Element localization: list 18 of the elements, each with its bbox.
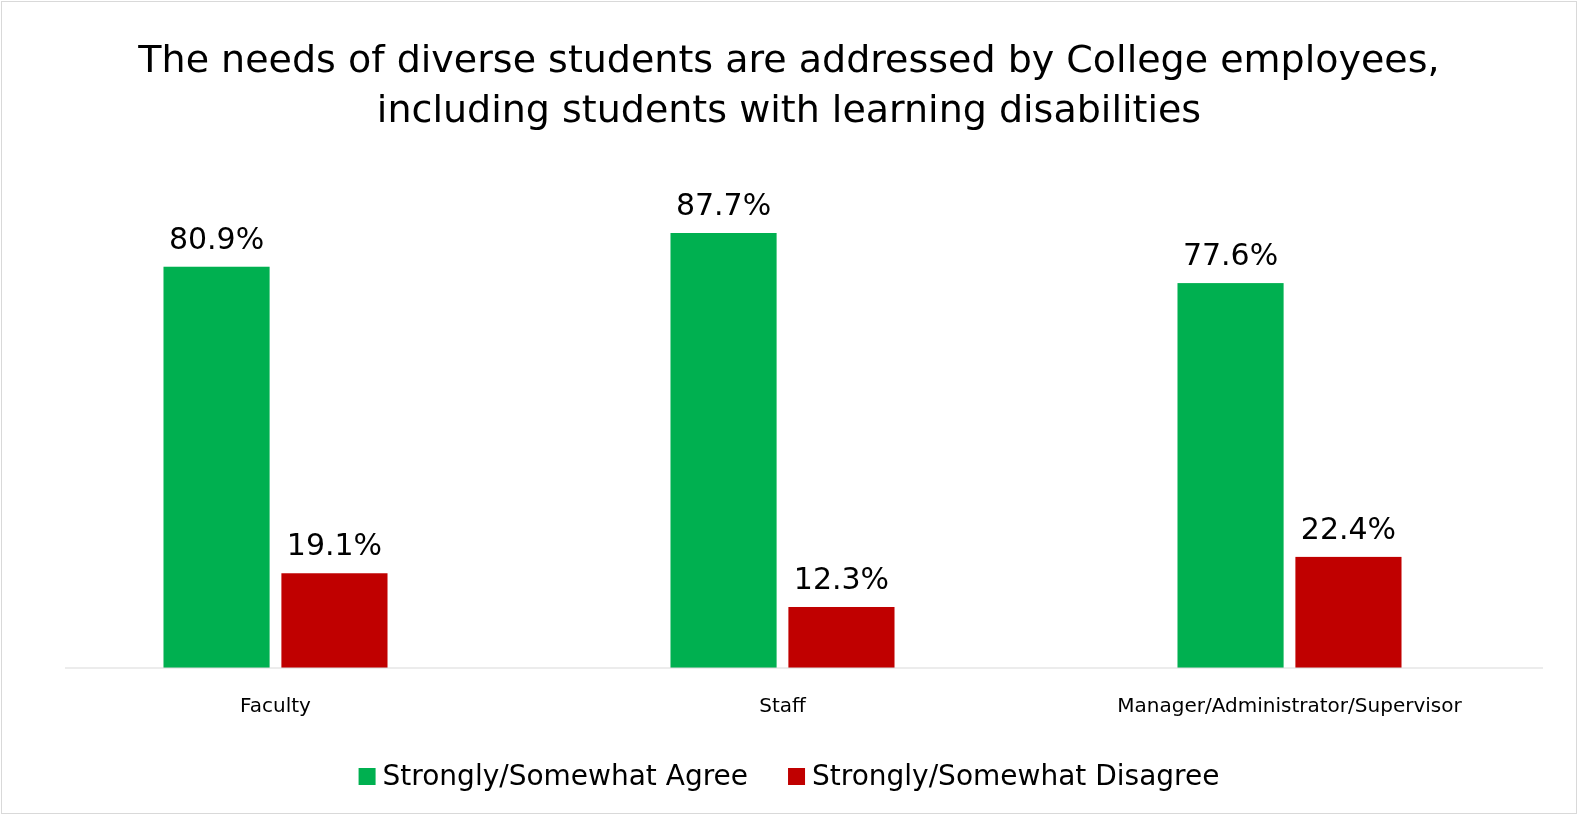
bar — [281, 573, 388, 668]
legend-label: Strongly/Somewhat Agree — [382, 759, 749, 792]
data-label: 22.4% — [1300, 510, 1397, 546]
chart-title: The needs of diverse students are addressed by College employees, including students with learning disabilities — [137, 37, 1440, 131]
x-tick-label: Faculty — [240, 693, 312, 718]
data-label: 87.7% — [675, 187, 772, 222]
x-tick-label: Manager/Administrator/Supervisor — [1117, 693, 1463, 718]
data-label: 12.3% — [793, 560, 890, 596]
data-label: 80.9% — [168, 220, 265, 256]
x-tick-label: Staff — [759, 693, 807, 718]
bar — [163, 266, 270, 668]
data-label: 19.1% — [286, 527, 383, 563]
bar — [1295, 556, 1402, 668]
bar — [1177, 283, 1284, 668]
data-label: 77.6% — [1182, 237, 1279, 273]
bar — [788, 606, 895, 668]
bar — [670, 233, 777, 668]
legend-label: Strongly/Somewhat Disagree — [812, 759, 1220, 792]
